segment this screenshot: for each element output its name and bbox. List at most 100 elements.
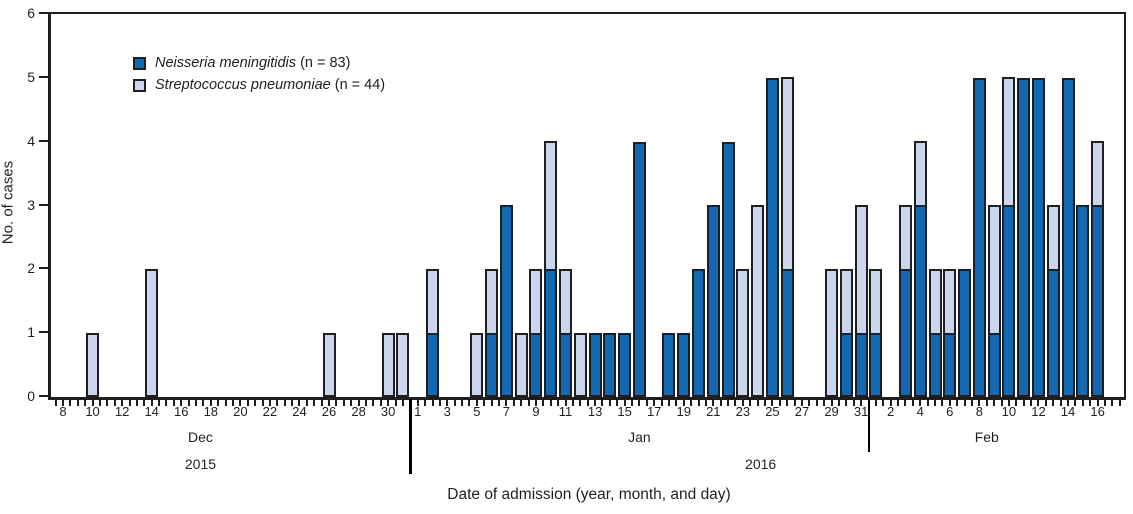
x-tick: [571, 400, 574, 406]
x-tick: [1037, 400, 1040, 406]
bar-segment-sp: [1091, 141, 1105, 207]
x-month-label: Feb: [974, 429, 999, 445]
x-tick: [978, 400, 981, 406]
x-tick: [727, 400, 730, 406]
bar-segment-sp: [573, 333, 587, 397]
x-day-label: 19: [676, 404, 691, 419]
x-tick: [771, 400, 774, 406]
x-year-label: 2015: [184, 456, 217, 472]
x-tick: [150, 400, 153, 406]
x-tick: [926, 400, 929, 406]
x-tick: [438, 400, 441, 406]
bar-segment-sp: [86, 333, 100, 397]
x-day-label: 7: [502, 404, 511, 419]
x-tick: [180, 400, 183, 406]
x-tick: [1015, 400, 1018, 406]
bar-segment-nm: [1091, 205, 1105, 397]
x-tick: [54, 400, 57, 406]
y-tick: [39, 395, 48, 397]
x-tick: [121, 400, 124, 406]
x-day-label: 13: [587, 404, 603, 419]
x-day-label: 28: [351, 404, 366, 419]
x-tick: [424, 400, 427, 406]
x-tick: [224, 400, 227, 406]
bar-segment-sp: [839, 269, 853, 335]
x-day-label: 23: [735, 404, 751, 419]
bar-segment-sp: [426, 269, 439, 335]
bar-segment-sp: [485, 269, 499, 335]
x-day-label: 18: [203, 404, 219, 419]
x-day-label: 10: [85, 404, 100, 419]
x-tick: [653, 400, 656, 406]
x-tick: [505, 400, 508, 406]
bar-segment-nm: [928, 333, 942, 397]
x-day-label: 22: [262, 404, 278, 419]
bar-segment-sp: [381, 333, 395, 397]
bar-segment-nm: [854, 333, 868, 397]
x-day-label: 26: [321, 404, 337, 419]
bar-segment-sp: [854, 205, 868, 335]
x-tick: [631, 400, 634, 406]
x-day-label: 20: [233, 404, 248, 419]
bar-segment-nm: [529, 333, 543, 397]
legend-swatch-nm-icon: [133, 56, 146, 70]
x-tick: [837, 400, 840, 406]
x-tick: [1000, 400, 1003, 406]
x-day-label: 29: [824, 404, 839, 419]
x-tick: [461, 400, 464, 406]
bar-segment-nm: [544, 269, 558, 397]
x-tick: [741, 400, 744, 406]
x-tick: [564, 400, 567, 406]
x-tick: [579, 400, 582, 406]
x-tick: [889, 400, 892, 406]
x-tick: [217, 400, 220, 406]
x-day-label: 14: [1060, 404, 1076, 419]
legend-item-nm: Neisseria meningitidis (n = 83): [133, 52, 385, 74]
x-tick: [379, 400, 382, 406]
x-tick: [1022, 400, 1025, 406]
x-tick: [682, 400, 685, 406]
legend-swatch-sp-icon: [133, 78, 146, 92]
bar-segment-nm: [721, 142, 735, 397]
bar-segment-nm: [943, 333, 957, 397]
bar-segment-nm: [1076, 205, 1090, 397]
x-tick: [158, 400, 161, 406]
x-tick: [549, 400, 552, 406]
x-tick: [882, 400, 885, 406]
x-tick: [239, 400, 242, 406]
x-tick: [675, 400, 678, 406]
bar-segment-nm: [559, 333, 573, 397]
x-tick: [520, 400, 523, 406]
bar-segment-nm: [618, 333, 632, 397]
x-day-label: 15: [617, 404, 632, 419]
legend-label-sp: Streptococcus pneumoniae (n = 44): [155, 77, 386, 93]
x-tick: [919, 400, 922, 406]
x-tick: [586, 400, 589, 406]
x-tick: [128, 400, 131, 406]
bar-segment-nm: [1046, 269, 1060, 397]
bar-segment-sp: [751, 205, 765, 397]
x-tick: [542, 400, 545, 406]
x-day-label: 10: [1001, 404, 1017, 419]
x-tick: [246, 400, 249, 406]
y-tick-label: 1: [27, 324, 35, 340]
bar-segment-nm: [677, 333, 691, 397]
x-tick: [512, 400, 515, 406]
x-tick: [1007, 400, 1010, 406]
y-tick-label: 5: [27, 69, 35, 85]
x-tick: [963, 400, 966, 406]
x-tick: [498, 400, 500, 406]
bar-segment-sp: [869, 269, 883, 335]
x-tick: [712, 400, 715, 406]
x-tick: [874, 400, 877, 406]
x-day-label: 16: [174, 404, 189, 419]
x-tick: [320, 400, 323, 406]
bar-segment-sp: [145, 269, 159, 397]
x-tick: [416, 400, 419, 406]
bar-segment-nm: [1017, 78, 1031, 397]
x-tick: [446, 400, 449, 406]
x-tick: [98, 400, 101, 406]
x-tick: [608, 400, 611, 406]
bar-segment-nm: [662, 333, 676, 397]
x-tick: [1089, 400, 1092, 406]
